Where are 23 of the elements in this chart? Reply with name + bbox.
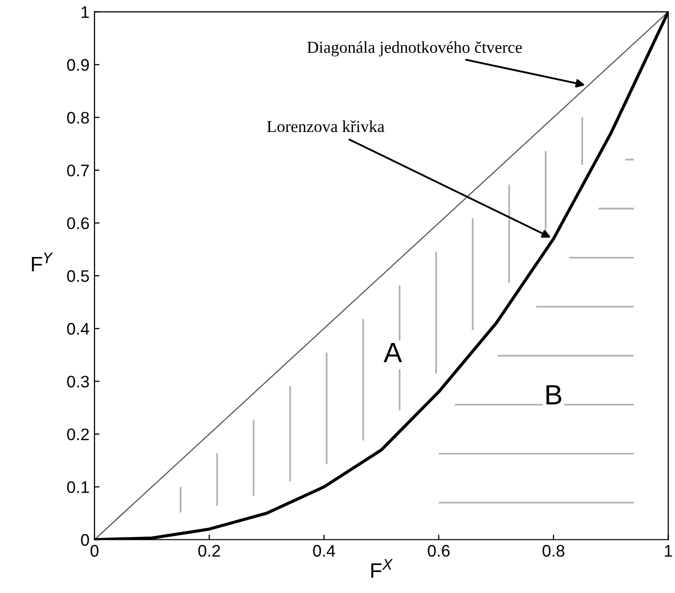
- y-tick-label: 0: [81, 534, 89, 546]
- y-tick-label: 0.8: [67, 112, 89, 124]
- annotation: Diagonála jednotkového čtverce: [307, 41, 522, 56]
- x-tick-label: 0: [90, 544, 98, 557]
- y-tick-label: 0.6: [67, 217, 89, 230]
- x-tick-label: 0.4: [313, 544, 336, 557]
- x-tick-label: 1: [664, 545, 672, 557]
- y-tick-label: 0.9: [67, 59, 89, 71]
- y-tick-label: 0.7: [67, 164, 89, 176]
- x-tick-label: 0.6: [428, 544, 450, 557]
- y-tick-label: 0.3: [67, 376, 89, 388]
- x-tick-label: 0.2: [198, 544, 220, 557]
- y-tick-label: 0.2: [67, 428, 89, 440]
- y-axis-title: F$^{Y}$: [32, 252, 54, 272]
- y-tick-label: 0.1: [67, 481, 89, 494]
- annotation: B: [546, 385, 562, 404]
- y-tick-label: 0.4: [67, 322, 90, 335]
- y-tick-label: 1: [82, 6, 89, 18]
- x-axis-title: F$^{X}$: [371, 559, 393, 578]
- annotation: Lorenzova křivka: [267, 120, 384, 132]
- y-tick-label: 0.5: [67, 270, 89, 282]
- annotation: A: [384, 342, 402, 362]
- x-tick-label: 0.8: [542, 544, 564, 557]
